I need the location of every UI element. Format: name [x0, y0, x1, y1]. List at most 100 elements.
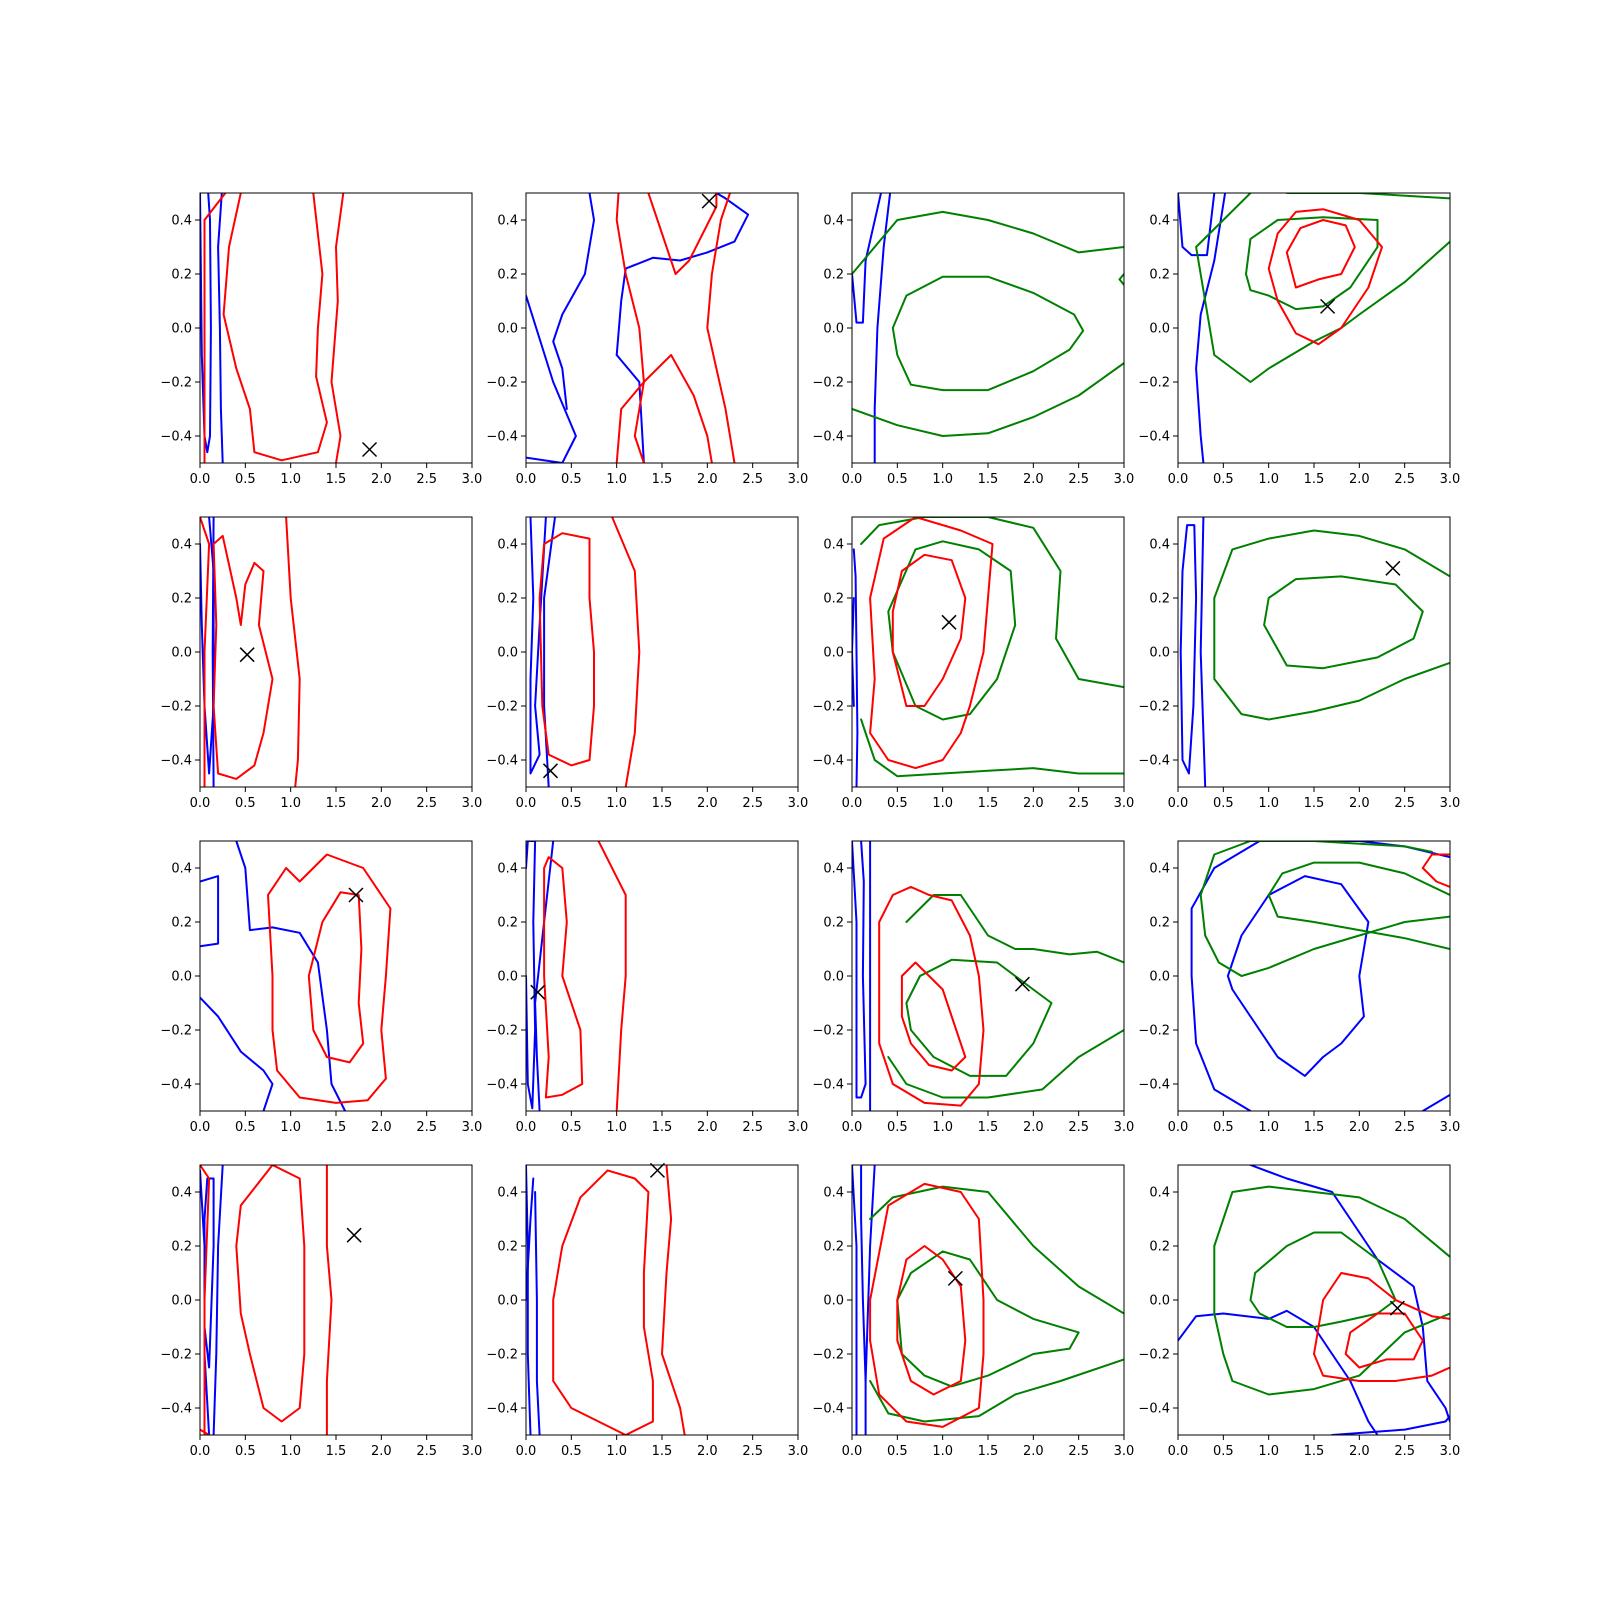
contour-line-blue	[1199, 517, 1207, 787]
contour-line-red	[611, 517, 641, 787]
contour-line-blue	[534, 1191, 541, 1435]
x-tick-label: 3.0	[788, 796, 809, 811]
y-tick-label: 0.0	[1149, 1294, 1170, 1309]
x-tick-label: 3.0	[1114, 1444, 1135, 1459]
x-marker	[649, 1162, 665, 1178]
x-tick-label: 1.5	[326, 796, 347, 811]
y-tick-label: 0.0	[823, 1294, 844, 1309]
x-tick-label: 0.5	[1213, 1120, 1234, 1135]
axes-frame	[1177, 840, 1451, 1112]
x-tick-label: 3.0	[462, 1120, 483, 1135]
y-tick-label: 0.4	[497, 1186, 518, 1201]
contour-line-green	[869, 1358, 1124, 1423]
x-tick-label: 0.0	[842, 1444, 863, 1459]
contour-line-red	[896, 1245, 967, 1396]
contour-line-red	[615, 193, 645, 463]
x-tick-label: 2.0	[1349, 1120, 1370, 1135]
contour-line-blue	[1179, 524, 1198, 775]
x-tick-label: 2.5	[742, 796, 763, 811]
contour-line-blue	[615, 354, 645, 463]
x-tick-label: 2.0	[1349, 796, 1370, 811]
y-tick-label: −0.2	[812, 1348, 844, 1363]
y-tick-label: 0.4	[171, 1186, 192, 1201]
y-tick-label: 0.2	[171, 592, 192, 607]
y-tick-label: −0.2	[486, 376, 518, 391]
y-tick-label: −0.2	[160, 1024, 192, 1039]
y-tick-label: −0.2	[160, 376, 192, 391]
x-marker	[348, 887, 364, 903]
y-tick-label: 0.0	[171, 1294, 192, 1309]
contour-line-blue	[1226, 875, 1370, 1077]
plot-area	[526, 193, 750, 463]
contour-line-blue	[200, 996, 274, 1111]
y-tick-label: −0.2	[812, 1024, 844, 1039]
x-tick-label: 3.0	[788, 1444, 809, 1459]
x-tick-label: 0.5	[561, 472, 582, 487]
contour-line-red	[200, 517, 211, 787]
y-tick-label: 0.2	[497, 268, 518, 283]
plot-area	[1190, 841, 1450, 1111]
contour-line-green	[1213, 597, 1450, 721]
x-tick-label: 1.5	[1304, 472, 1325, 487]
x-tick-label: 0.5	[887, 796, 908, 811]
contour-line-blue	[1195, 193, 1227, 463]
plot-area	[1178, 1165, 1450, 1435]
contour-line-green	[896, 1250, 1080, 1388]
x-tick-label: 1.5	[652, 796, 673, 811]
plot-area	[1179, 517, 1450, 787]
contour-line-red	[552, 1169, 654, 1435]
contour-line-red	[538, 532, 595, 767]
subplot-3-3: 0.0 0.5 1.0 1.5 2.0 2.5 3.0 −0.4 −0.2 0.0 0.2 0.4	[812, 840, 1134, 1135]
x-tick-label: 0.0	[1168, 796, 1189, 811]
contour-line-red	[869, 1182, 985, 1428]
x-tick-label: 0.0	[190, 472, 211, 487]
x-tick-label: 1.5	[1304, 796, 1325, 811]
y-tick-label: 0.0	[1149, 322, 1170, 337]
y-tick-label: −0.2	[1138, 1024, 1170, 1039]
contour-line-blue	[200, 517, 215, 775]
contour-line-red	[1313, 1272, 1450, 1355]
contour-line-red	[285, 517, 301, 787]
y-tick-label: 0.0	[497, 970, 518, 985]
x-tick-label: 1.0	[280, 472, 301, 487]
contour-line-green	[860, 718, 1124, 778]
contour-line-red	[869, 517, 994, 770]
y-tick-label: −0.4	[486, 430, 518, 445]
x-tick-label: 0.0	[1168, 1120, 1189, 1135]
x-tick-label: 1.5	[652, 1120, 673, 1135]
contour-line-blue	[526, 1177, 535, 1301]
x-tick-label: 2.0	[1349, 1444, 1370, 1459]
x-tick-label: 0.0	[190, 796, 211, 811]
x-tick-label: 1.0	[932, 1444, 953, 1459]
x-marker	[362, 441, 378, 458]
y-tick-label: 0.4	[1149, 862, 1170, 877]
x-tick-label: 1.0	[606, 472, 627, 487]
x-tick-label: 3.0	[788, 472, 809, 487]
y-tick-label: −0.4	[160, 754, 192, 769]
contour-line-green	[1245, 216, 1379, 311]
subplot-2-2: 0.0 0.5 1.0 1.5 2.0 2.5 3.0 −0.4 −0.2 0.0 0.2 0.4	[486, 516, 809, 811]
axes-frame	[525, 840, 799, 1112]
contour-line-green	[1118, 273, 1124, 286]
contour-line-red	[597, 841, 627, 1111]
y-tick-label: 0.2	[1149, 592, 1170, 607]
x-tick-label: 1.0	[280, 1120, 301, 1135]
x-tick-label: 2.5	[1394, 472, 1415, 487]
contour-line-green	[1195, 193, 1450, 383]
x-tick-label: 3.0	[1440, 796, 1461, 811]
subplot-1-4: 0.0 0.5 1.0 1.5 2.0 2.5 3.0 −0.4 −0.2 0.0 0.2 0.4	[1138, 192, 1460, 487]
x-tick-label: 1.5	[652, 472, 673, 487]
x-tick-label: 0.0	[190, 1444, 211, 1459]
x-tick-label: 0.5	[235, 472, 256, 487]
x-tick-label: 1.5	[326, 1444, 347, 1459]
contour-line-red	[543, 856, 584, 1099]
y-tick-label: 0.2	[497, 592, 518, 607]
x-tick-label: 2.5	[1068, 796, 1089, 811]
x-tick-label: 2.0	[371, 472, 392, 487]
x-tick-label: 3.0	[462, 472, 483, 487]
x-tick-label: 3.0	[1440, 1444, 1461, 1459]
x-tick-label: 0.5	[887, 1444, 908, 1459]
x-tick-label: 2.5	[1068, 472, 1089, 487]
subplot-2-3: 0.0 0.5 1.0 1.5 2.0 2.5 3.0 −0.4 −0.2 0.0 0.2 0.4	[812, 516, 1134, 811]
y-tick-label: 0.0	[497, 1294, 518, 1309]
